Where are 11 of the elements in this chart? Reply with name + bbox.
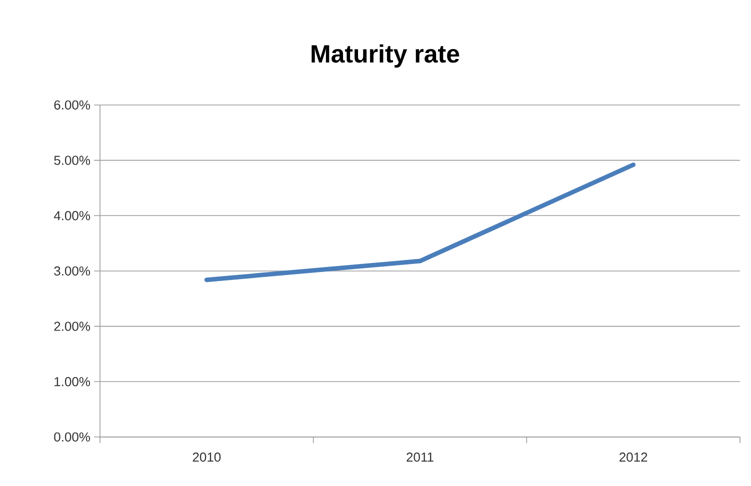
y-tick-label: 6.00% [54, 100, 90, 110]
x-tick-label: 2012 [620, 452, 648, 462]
x-tick-label: 2010 [192, 452, 221, 462]
y-tick-label: 0.00% [54, 432, 90, 442]
y-tick-label: 4.00% [54, 211, 90, 220]
y-tick-label: 3.00% [54, 266, 90, 276]
x-tick-label: 2011 [406, 452, 434, 462]
chart-title: Maturity rate [312, 44, 460, 68]
y-tick-label: 5.00% [54, 156, 90, 165]
y-tick-label: 1.00% [54, 377, 90, 386]
y-tick-label: 2.00% [54, 322, 90, 331]
